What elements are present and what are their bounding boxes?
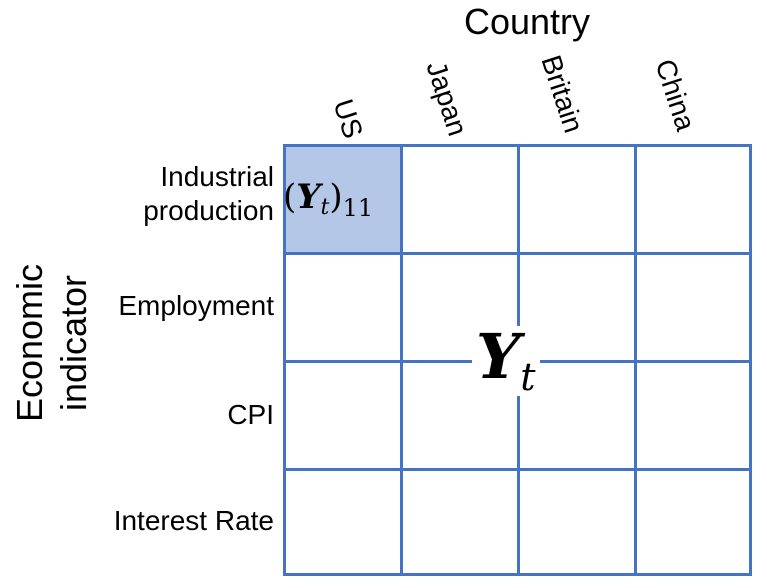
column-label-japan: Japan (420, 57, 474, 140)
matrix-symbol: Yt (472, 326, 540, 396)
matrix-cell-r4-c4 (634, 468, 752, 576)
matrix-cell-r1-c2 (400, 144, 520, 255)
matrix-cell-r3-c1 (283, 360, 403, 471)
row-label-interest-rate: Interest Rate (113, 505, 274, 536)
column-axis-title: Country (463, 1, 591, 42)
matrix-cell-r3-c4 (634, 360, 752, 471)
element-symbol: Y (296, 177, 321, 217)
column-label-china: China (649, 55, 702, 135)
matrix-element-label: (Yt)11 (283, 177, 374, 222)
row-label-industrial-production: Industrial production (143, 160, 274, 228)
row-axis-title-line-2: indicator (53, 274, 94, 412)
matrix-symbol-letter: Y (476, 320, 521, 393)
matrix-cell-r4-c3 (517, 468, 637, 576)
matrix-cell-r2-c1 (283, 252, 403, 363)
element-index-subscript: 11 (342, 194, 374, 222)
matrix-cell-r2-c4 (634, 252, 752, 363)
matrix-cell-r1-c1 (283, 144, 403, 255)
column-label-us: US (327, 95, 369, 142)
row-label-industrial-production-line-2: production (143, 195, 274, 226)
matrix-cell-r4-c2 (400, 468, 520, 576)
row-axis-title-line-1: Economic (9, 263, 50, 423)
matrix-cell-r1-c4 (634, 144, 752, 255)
matrix-cell-r4-c1 (283, 468, 403, 576)
row-label-employment: Employment (118, 290, 274, 321)
matrix-cell-r1-c3 (517, 144, 637, 255)
row-axis-title: Economic indicator (8, 243, 94, 443)
row-label-industrial-production-line-1: Industrial (160, 161, 274, 192)
row-label-cpi: CPI (227, 399, 274, 430)
column-label-britain: Britain (535, 51, 590, 137)
element-time-subscript: t (320, 195, 330, 220)
matrix-symbol-subscript: t (520, 355, 536, 399)
